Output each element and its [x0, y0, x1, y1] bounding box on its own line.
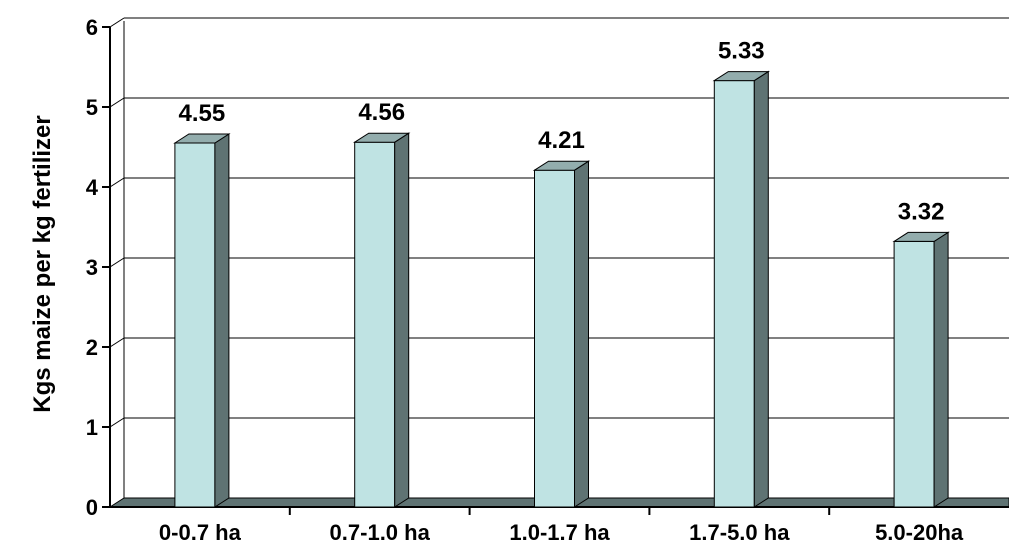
- y-tick-label: 4: [86, 175, 99, 200]
- bar: [534, 169, 575, 508]
- bar: [893, 240, 935, 508]
- y-tick-label: 5: [86, 95, 98, 120]
- bar: [713, 80, 755, 508]
- bar-side: [574, 160, 589, 508]
- bar-top: [892, 231, 950, 242]
- bar-top: [352, 132, 411, 143]
- bar-side: [214, 133, 230, 508]
- y-tick-label: 3: [86, 255, 98, 280]
- data-label: 3.32: [898, 198, 945, 225]
- bar-side: [394, 132, 410, 508]
- bar: [354, 141, 396, 508]
- data-label: 5.33: [718, 38, 765, 65]
- gridline-side: [109, 17, 125, 28]
- y-tick-label: 0: [86, 495, 98, 520]
- bar-top: [173, 133, 231, 144]
- y-tick-label: 6: [86, 15, 98, 40]
- x-tick-label: 0.7-1.0 ha: [330, 520, 431, 545]
- data-label: 4.56: [358, 99, 405, 126]
- gridline-side: [109, 177, 125, 188]
- y-axis-title: Kgs maize per kg fertilizer: [29, 115, 56, 412]
- gridline-side: [109, 417, 125, 428]
- bar-top: [532, 160, 591, 171]
- bar-side: [933, 231, 949, 508]
- bars: [173, 70, 950, 508]
- data-label: 4.55: [179, 100, 226, 127]
- bar: [174, 142, 216, 508]
- x-tick-label: 1.7-5.0 ha: [689, 520, 790, 545]
- labels: 0 1 2 3 4 5 6 4.55 0-0.7 ha 4.56 0.7-1.0 ha 4.21 1.0…: [86, 15, 964, 545]
- y-tick-label: 2: [86, 335, 98, 360]
- bar-top: [712, 71, 771, 82]
- bar-side: [753, 70, 769, 508]
- y-tick-label: 1: [86, 415, 98, 440]
- x-tick-label: 0-0.7 ha: [159, 520, 242, 545]
- gridline-side: [109, 337, 125, 348]
- gridline-side: [109, 97, 125, 108]
- gridline-side: [109, 257, 125, 268]
- x-tick-label: 5.0-20ha: [875, 520, 964, 545]
- data-label: 4.21: [538, 127, 585, 154]
- x-tick-label: 1.0-1.7 ha: [509, 520, 610, 545]
